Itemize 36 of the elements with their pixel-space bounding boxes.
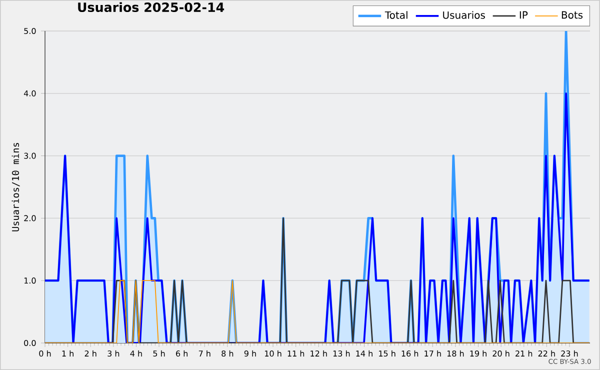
- y-tick-label: 4.0: [24, 90, 36, 96]
- x-tick-label: 22 h: [538, 350, 555, 356]
- x-tick-label: 10 h: [265, 350, 282, 357]
- x-tick-label: 15 h: [379, 350, 396, 357]
- y-axis-title: Usuarios/10 mins: [12, 142, 20, 232]
- x-tick-label: 11 h: [288, 350, 304, 356]
- y-tick-label: 3.0: [24, 152, 36, 159]
- x-tick-label: 19 h: [470, 350, 486, 357]
- x-tick-label: 14 h: [356, 350, 372, 356]
- x-tick-label: 17 h: [424, 350, 441, 356]
- y-tick-label: 2.0: [24, 215, 36, 222]
- x-tick-label: 6 h: [176, 350, 188, 357]
- x-tick-label: 18 h: [447, 350, 464, 357]
- legend-label: Usuarios: [443, 11, 485, 19]
- legend-label: IP: [520, 11, 528, 19]
- x-tick-label: 20 h: [492, 350, 510, 357]
- y-tick-label: 0.0: [24, 340, 36, 346]
- x-tick-label: 4 h: [130, 350, 142, 356]
- x-tick-label: 0 h: [39, 350, 51, 357]
- x-tick-label: 1 h: [62, 350, 74, 356]
- x-tick-label: 16 h: [402, 350, 418, 357]
- legend-label: Total: [384, 11, 408, 19]
- legend-label: Bots: [562, 11, 583, 19]
- x-tick-label: 8 h: [222, 350, 234, 357]
- x-tick-label: 3 h: [108, 350, 120, 357]
- x-tick-label: 7 h: [198, 350, 210, 356]
- chart-title: Usuarios 2025-02-14: [78, 2, 224, 12]
- x-tick-label: 12 h: [310, 350, 327, 356]
- x-tick-label: 23 h: [561, 350, 578, 357]
- x-tick-label: 9 h: [244, 350, 256, 357]
- x-tick-label: 2 h: [84, 350, 96, 356]
- y-tick-label: 1.0: [24, 278, 36, 284]
- x-tick-label: 13 h: [333, 350, 350, 357]
- x-tick-label: 21 h: [516, 350, 532, 356]
- x-tick-label: 5 h: [153, 350, 165, 357]
- y-tick-label: 5.0: [24, 28, 36, 34]
